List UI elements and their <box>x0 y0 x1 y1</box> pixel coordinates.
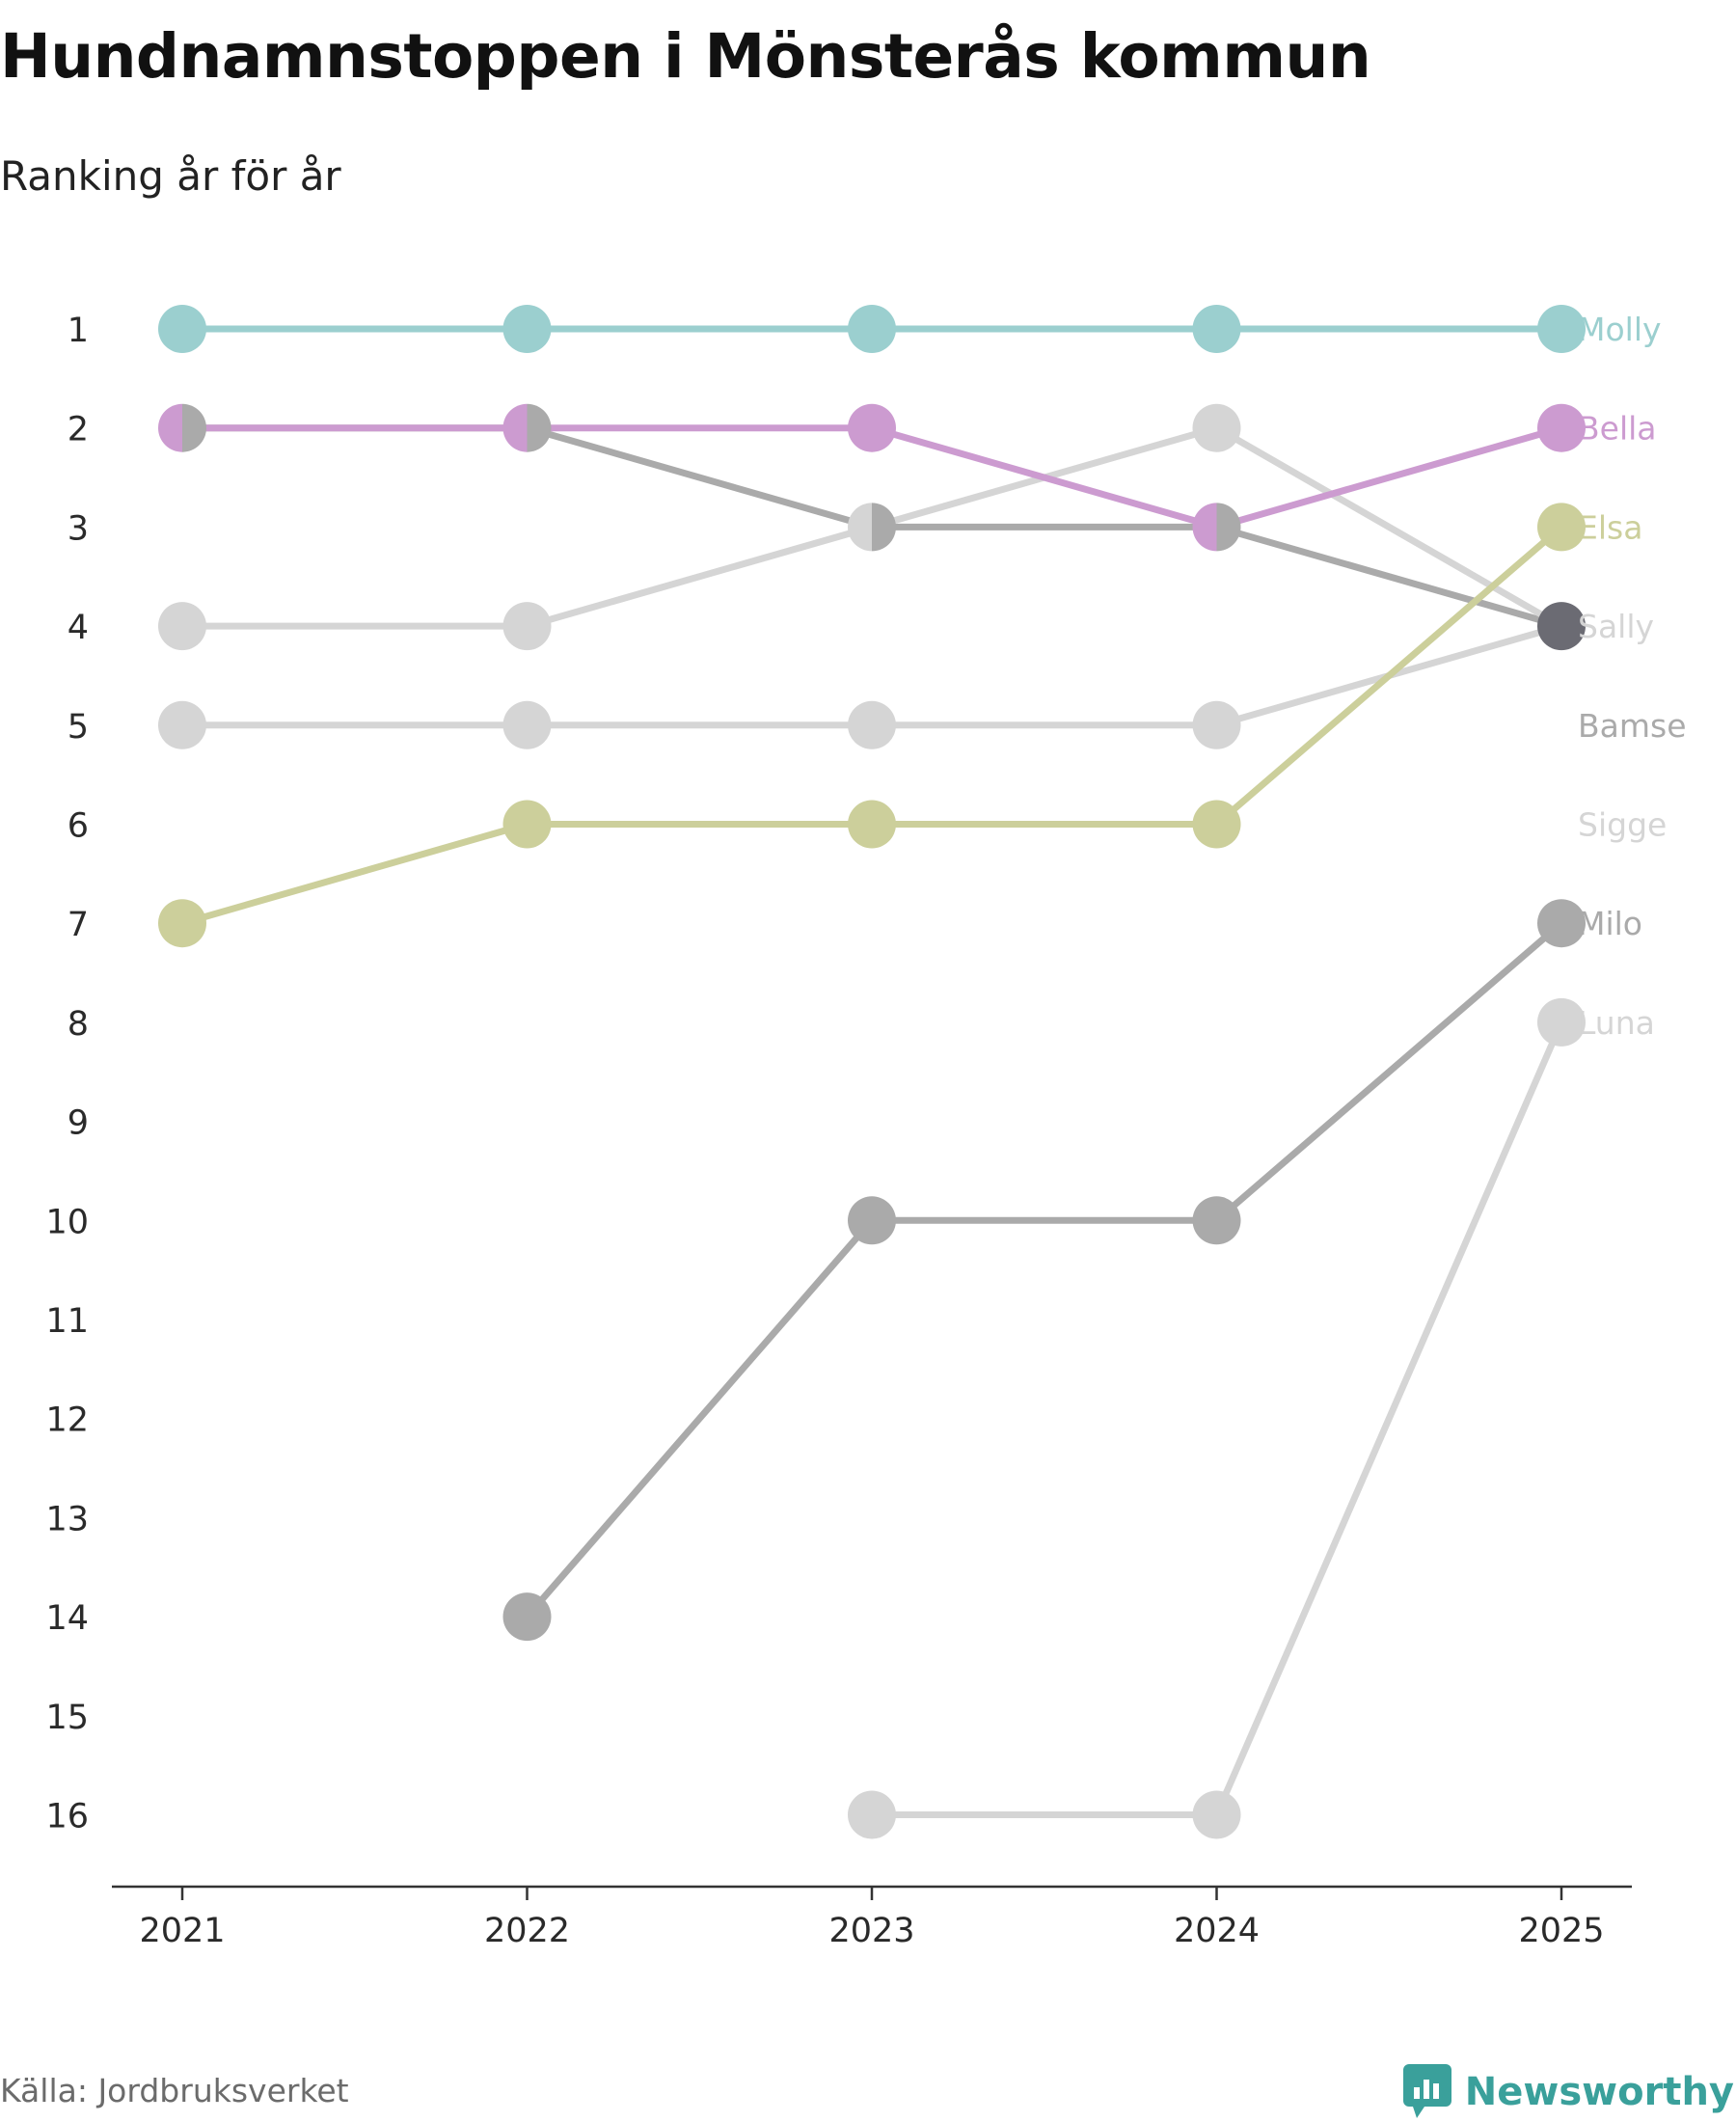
line-segment-milo <box>1213 919 1565 1224</box>
point-elsa-2025 <box>1537 503 1586 552</box>
point-milo-2022 <box>502 1592 552 1642</box>
line-segment-elsa <box>178 821 530 927</box>
point-milo-2024 <box>1192 1196 1241 1245</box>
point-luna-2023 <box>848 1790 896 1839</box>
y-tick-label-14: 14 <box>45 1599 89 1638</box>
line-segment-sally <box>524 523 876 630</box>
y-tick-label-13: 13 <box>45 1500 89 1538</box>
end-label-molly: Molly <box>1578 311 1662 348</box>
end-label-sally: Sally <box>1578 608 1654 645</box>
point-elsa-2024 <box>1192 800 1241 849</box>
chart-subtitle: Ranking år för år <box>0 152 341 200</box>
y-tick-label-4: 4 <box>68 609 89 647</box>
point-elsa-2021 <box>158 899 206 948</box>
point-bamse-2023 <box>872 503 896 552</box>
point-sigge-2024 <box>1192 700 1241 749</box>
y-tick-label-9: 9 <box>68 1104 89 1143</box>
y-tick-label-3: 3 <box>68 509 89 548</box>
y-tick-label-10: 10 <box>45 1203 89 1241</box>
x-axis-ticks: 2021 2022 2023 2024 2025 <box>139 1887 1605 1950</box>
x-tick-label-2024: 2024 <box>1174 1912 1260 1950</box>
point-sally-2024 <box>1192 403 1241 452</box>
point-sigge-2021 <box>158 700 206 749</box>
end-label-sigge: Sigge <box>1578 806 1667 844</box>
end-label-bamse: Bamse <box>1578 707 1687 745</box>
point-molly-2023 <box>848 305 896 353</box>
y-tick-label-1: 1 <box>68 312 89 350</box>
y-tick-label-5: 5 <box>68 708 89 747</box>
y-tick-label-6: 6 <box>68 807 89 846</box>
point-bella-2025 <box>1537 403 1586 452</box>
line-segment-bamse <box>1213 523 1565 630</box>
point-sigge-2023 <box>848 700 896 749</box>
end-label-luna: Luna <box>1578 1004 1655 1042</box>
point-bamse-2024 <box>1216 503 1241 552</box>
point-bella-2022 <box>502 403 528 452</box>
point-molly-2022 <box>502 305 552 353</box>
point-sally-2022 <box>502 602 552 651</box>
chart-title: Hundnamnstoppen i Mönsterås kommun <box>0 21 1371 92</box>
point-luna-2024 <box>1192 1790 1241 1839</box>
point-tied-sally-bamse-sigge-2025 <box>1537 602 1586 651</box>
x-tick-label-2025: 2025 <box>1518 1912 1604 1950</box>
series-points <box>158 305 1586 1839</box>
point-bella-2021 <box>158 403 182 452</box>
brand-name: Newsworthy <box>1464 2070 1734 2114</box>
point-sigge-2022 <box>502 700 552 749</box>
point-luna-2025 <box>1537 997 1586 1047</box>
line-segment-luna <box>1213 1019 1565 1818</box>
point-sally-2023 <box>848 503 872 552</box>
point-milo-2023 <box>848 1196 896 1245</box>
y-tick-label-8: 8 <box>68 1005 89 1044</box>
point-bella-2024 <box>1192 503 1217 552</box>
series-lines <box>178 325 1565 1818</box>
end-label-bella: Bella <box>1578 410 1657 448</box>
point-molly-2024 <box>1192 305 1241 353</box>
newsworthy-logo-icon <box>1402 2064 1451 2118</box>
y-tick-label-16: 16 <box>45 1798 89 1836</box>
x-tick-label-2022: 2022 <box>484 1912 570 1950</box>
line-segment-bamse <box>524 424 876 530</box>
end-label-milo: Milo <box>1578 905 1642 942</box>
line-segment-elsa <box>1213 523 1565 828</box>
end-label-elsa: Elsa <box>1578 508 1642 546</box>
y-tick-label-11: 11 <box>45 1302 89 1341</box>
line-segment-sally <box>1213 424 1565 630</box>
x-tick-label-2021: 2021 <box>139 1912 225 1950</box>
point-milo-2025 <box>1537 899 1586 948</box>
series-end-labels: Molly Bella Elsa Sally Bamse Sigge Milo Luna <box>1578 311 1687 1042</box>
y-tick-label-2: 2 <box>68 411 89 449</box>
x-tick-label-2023: 2023 <box>828 1912 914 1950</box>
y-tick-label-7: 7 <box>68 906 89 944</box>
point-elsa-2022 <box>502 800 552 849</box>
point-sally-2021 <box>158 602 206 651</box>
point-bamse-2022 <box>527 403 552 452</box>
y-tick-label-15: 15 <box>45 1699 89 1737</box>
point-molly-2025 <box>1537 305 1586 353</box>
line-segment-bella <box>1213 424 1565 530</box>
point-bamse-2021 <box>182 403 206 452</box>
line-segment-bella <box>868 424 1220 530</box>
point-bella-2023 <box>848 403 896 452</box>
brand: Newsworthy <box>1402 2064 1734 2120</box>
y-tick-label-12: 12 <box>45 1401 89 1440</box>
point-elsa-2023 <box>848 800 896 849</box>
source-note: Källa: Jordbruksverket <box>0 2072 349 2109</box>
line-segment-milo <box>524 1216 876 1620</box>
point-molly-2021 <box>158 305 206 353</box>
